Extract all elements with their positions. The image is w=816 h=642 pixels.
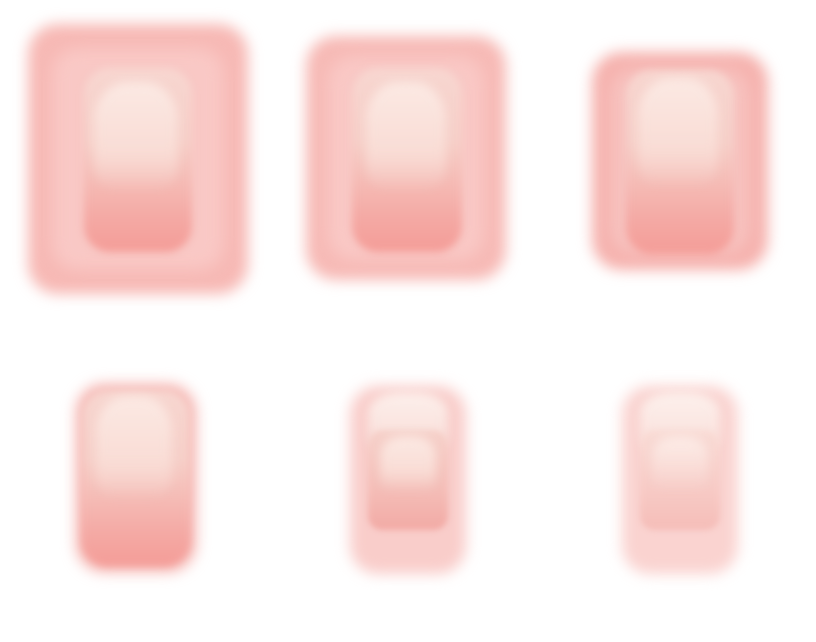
tile-gloss	[94, 82, 178, 192]
icon-tile-2	[306, 36, 506, 280]
icon-tile-4	[76, 384, 196, 572]
tile-gloss	[366, 82, 446, 192]
tile-gloss	[638, 78, 718, 188]
icon-tile-6	[622, 386, 738, 574]
tile-inner-gloss	[380, 436, 436, 492]
icon-tile-3	[592, 52, 768, 270]
tile-inner-gloss	[652, 436, 708, 492]
icon-tile-1	[28, 24, 248, 294]
tile-gloss	[96, 396, 172, 500]
icon-tile-5	[350, 386, 466, 574]
